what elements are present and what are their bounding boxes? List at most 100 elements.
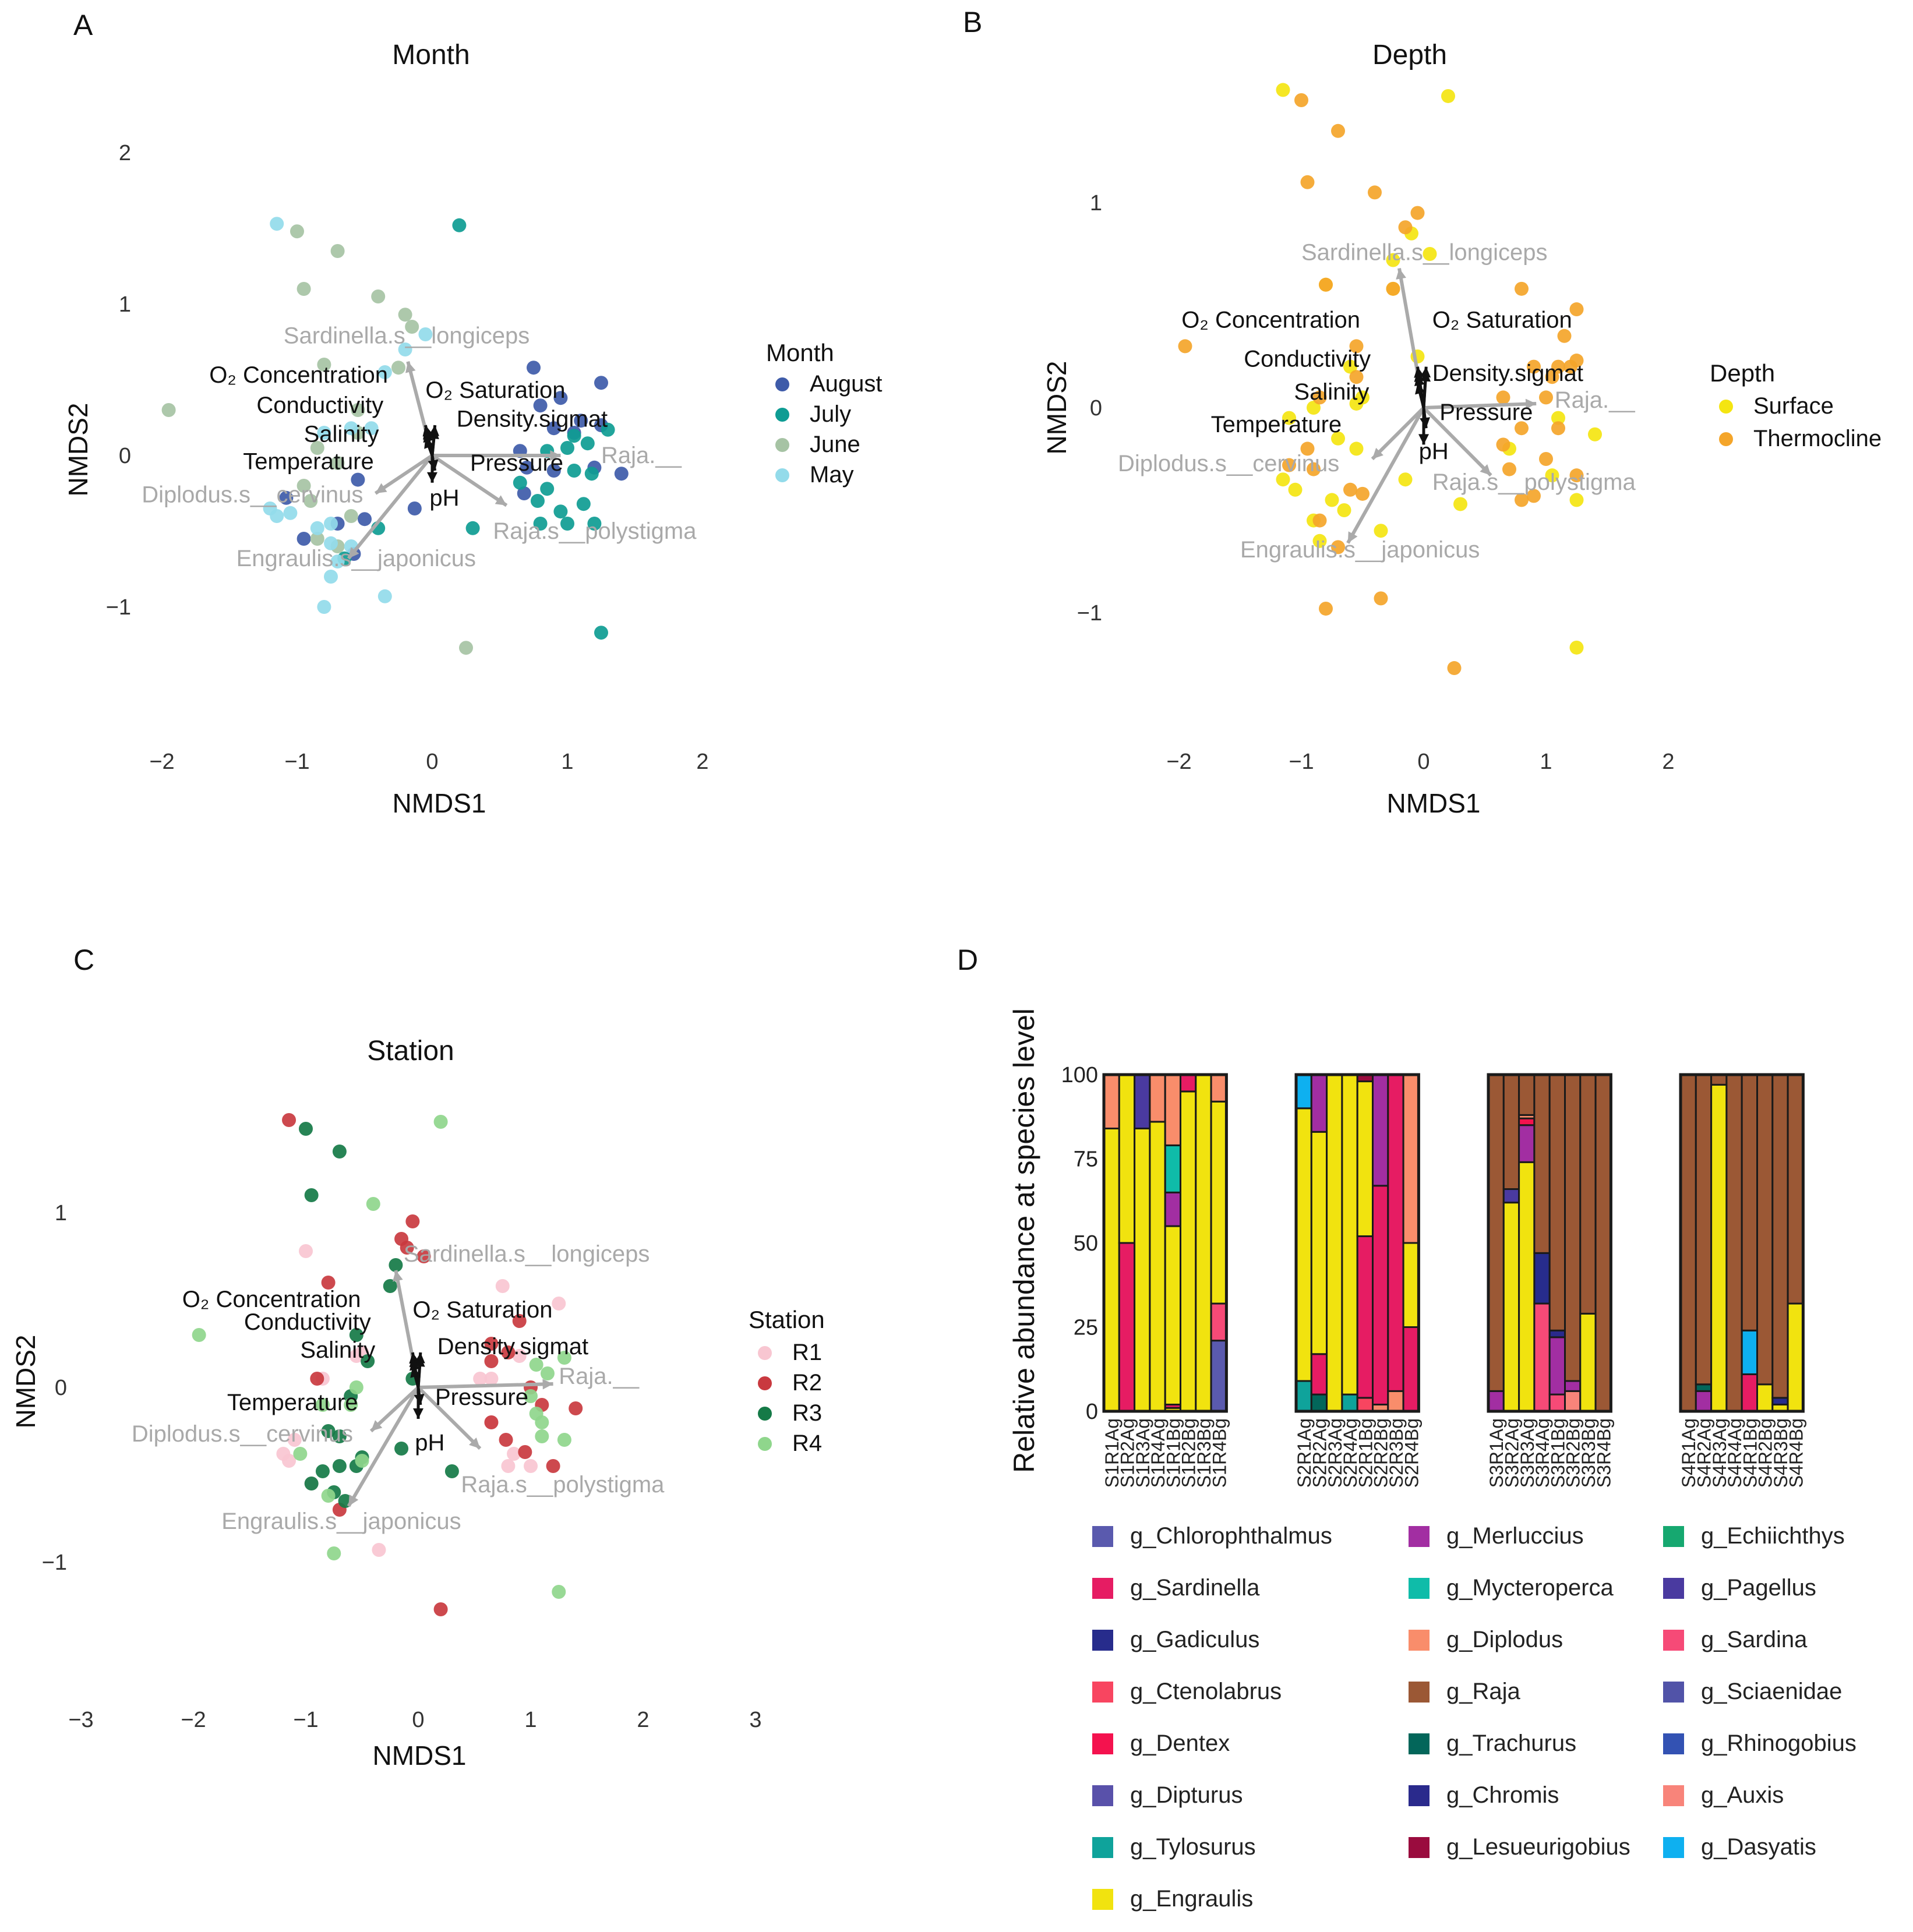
point-r2 [501,1345,516,1359]
vector-arrowhead [550,450,561,461]
bar-segment [1771,1397,1789,1405]
x-tick-label: −1 [293,1708,318,1732]
x-tick-label: S4R4Bg [1785,1418,1806,1488]
vector-arrowhead [375,483,387,493]
legend-swatch [1663,1733,1684,1754]
point-r3 [299,1122,313,1136]
legend-label: R2 [792,1370,822,1396]
point-surface [1386,253,1400,267]
bar-segment [1310,1353,1328,1396]
bar-segment [1579,1312,1597,1412]
point-july [560,441,574,455]
point-r3 [332,1429,347,1443]
point-r4 [192,1328,206,1342]
bar-segment [1387,1073,1404,1392]
point-july [553,504,568,519]
x-tick-label: 2 [696,750,708,774]
point-thermocline [1551,359,1565,374]
point-may [283,506,298,520]
point-may [317,426,331,440]
point-july [540,482,555,496]
y-tick-label: 0 [55,1376,67,1400]
x-tick-label: S3R1Bg [1547,1418,1568,1488]
y-tick-label: −1 [42,1550,67,1575]
bar-segment [1210,1302,1227,1342]
vector-label: O₂ Concentration [1181,308,1360,333]
vector-arrow [418,1382,553,1389]
vector-arrowhead [1480,464,1491,476]
vector-label: pH [429,485,459,511]
point-r3 [315,1464,330,1478]
point-august [546,464,561,478]
x-tick-label: 1 [1540,750,1552,774]
bar-segment [1548,1393,1566,1412]
chart-title: Station [367,1036,454,1066]
legend-swatch [1409,1630,1430,1651]
point-august [407,501,422,515]
legend-label: g_Sciaenidae [1701,1679,1842,1704]
x-tick-label: S2R2Bg [1371,1418,1392,1488]
point-r3 [349,1328,363,1342]
point-r1 [552,1297,566,1311]
legend-label: June [810,432,860,457]
vector-label: Conductivity [256,393,383,418]
vector-label: Sardinella.s__longiceps [284,323,530,349]
point-may [270,217,284,231]
vector-arrowhead [413,1408,423,1419]
point-august [297,532,311,546]
bar-segment [1103,1127,1120,1412]
legend-label: g_Sardina [1701,1627,1808,1652]
point-july [594,626,608,640]
point-r4 [535,1415,549,1429]
point-r4 [349,1380,363,1394]
bar-segment [1695,1073,1713,1386]
point-july [601,422,615,437]
point-r4 [366,1197,380,1211]
legend-label: g_Dasyatis [1701,1834,1816,1860]
bar-segment [1134,1127,1151,1412]
legend-swatch [1092,1578,1113,1599]
point-thermocline [1569,302,1584,317]
x-tick-label: S4R1Bg [1739,1418,1760,1488]
x-tick-label: S2R2Ag [1309,1418,1330,1488]
bar-segment [1310,1073,1328,1133]
vector-label: Salinity [1294,379,1369,405]
bar-segment [1195,1073,1212,1412]
vector-arrowhead [1420,370,1431,382]
legend-label: August [810,371,883,397]
legend-title: Month [766,339,834,366]
legend-swatch [775,468,789,482]
bar-segment [1710,1073,1728,1086]
point-thermocline [1349,370,1364,384]
x-tick-label: 2 [1662,750,1674,774]
point-thermocline [1398,220,1413,235]
x-tick-label: −2 [149,750,174,774]
point-thermocline [1569,354,1584,368]
vector-arrowhead [370,1420,383,1431]
point-may [317,600,331,614]
point-may [310,521,324,535]
vector-arrowhead [348,1494,359,1506]
y-tick-label: 1 [119,292,131,317]
point-august [546,421,561,436]
point-july [567,429,581,443]
legend-label: g_Merluccius [1446,1523,1584,1549]
x-tick-label: 1 [561,750,573,774]
point-r3 [394,1442,409,1456]
bar-segment [1787,1073,1804,1305]
point-june [317,358,331,372]
point-r4 [540,1366,555,1380]
vector-label: Salinity [304,422,379,447]
point-surface [1288,482,1303,497]
point-august [279,490,294,505]
point-thermocline [1312,390,1327,405]
legend-swatch [1663,1837,1684,1858]
legend-swatch [1663,1785,1684,1806]
bar-segment [1149,1121,1166,1412]
point-surface [1325,493,1339,507]
legend-swatch [1663,1526,1684,1547]
x-tick-label: 0 [412,1708,424,1732]
bar-segment [1295,1380,1312,1412]
point-r2 [546,1459,560,1473]
vector-label: pH [1419,439,1449,464]
